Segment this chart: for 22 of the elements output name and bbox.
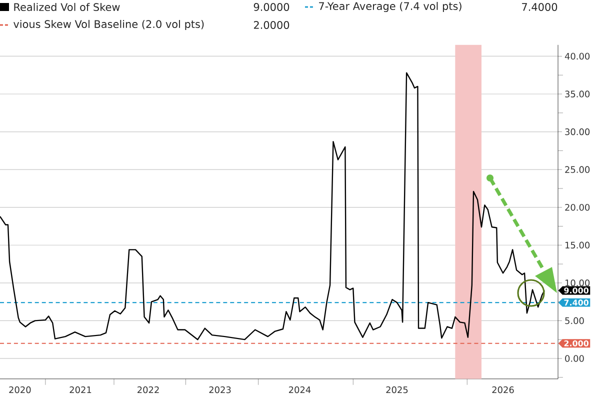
text: 7.4000 (522, 3, 558, 11)
x-tick-label: 2022 (138, 386, 159, 394)
y-tick-label: 40.00 (564, 52, 590, 60)
x-tick-label: 2026 (492, 386, 514, 394)
x-tick-label: 2021 (70, 386, 92, 394)
y-tick-label: 0.00 (565, 355, 584, 362)
y-tick-label: 15.00 (565, 242, 590, 249)
y-tick-label: 5.00 (565, 317, 584, 324)
legend-label: Realized Vol of Skew (14, 2, 120, 12)
y-tick-label: 25.00 (565, 166, 590, 173)
text: 2.0000 (254, 21, 290, 29)
x-tick-label: 2025 (386, 386, 408, 394)
y-tick-label: 30.00 (565, 128, 590, 136)
text: 9.0000 (254, 3, 290, 11)
x-tick-label: 2024 (288, 386, 311, 394)
x-tick-label: 2023 (209, 386, 231, 394)
legend-label: 7-Year Average (7.4 vol pts) (319, 2, 462, 12)
y-tick-label: 10.00 (565, 280, 590, 286)
y-tick-label: 35.00 (565, 90, 590, 98)
x-tick-label: 2020 (9, 386, 31, 394)
legend-label: vious Skew Vol Baseline (2.0 vol pts) (14, 20, 204, 30)
y-tick-label: 20.00 (565, 204, 590, 211)
